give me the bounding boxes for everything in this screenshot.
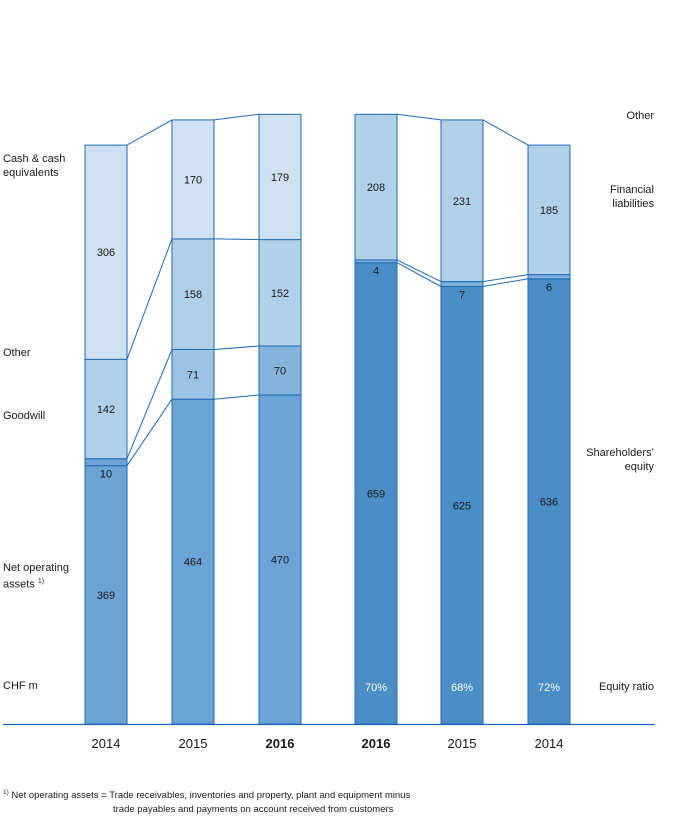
liabilities-bar-2015-seg-2: [440, 119, 484, 283]
liabilities-connector-0-0: [396, 262, 442, 287]
footnote-line2: trade payables and payments on account r…: [113, 804, 394, 816]
liabilities-value-2016-seg-1: 4: [373, 266, 379, 278]
liabilities-value-2014-seg-0: 636: [540, 496, 558, 508]
equity-ratio-2015: 68%: [451, 682, 473, 694]
assets-connector-1-2: [213, 238, 260, 241]
label-noa: Net operating assets 1): [3, 561, 69, 592]
assets-value-2016-seg-1: 70: [274, 366, 286, 378]
liabilities-bar-2015-seg-0: [440, 286, 484, 725]
assets-value-2015-seg-3: 170: [184, 174, 202, 186]
footnote: 1) Net operating assets = Trade receivab…: [3, 786, 410, 817]
assets-bar-2016-seg-1: [258, 345, 302, 396]
liabilities-connector-1-0: [482, 278, 529, 287]
assets-bar-2014-seg-3: [84, 144, 128, 360]
liabilities-year-2016: 2016: [362, 736, 391, 751]
assets-bar-2016-seg-0: [258, 394, 302, 725]
assets-connector-0-3: [126, 119, 173, 146]
footnote-line1: Net operating assets = Trade receivables…: [11, 790, 411, 802]
assets-bar-2014-seg-2: [84, 358, 128, 460]
assets-bar-2016-seg-2: [258, 239, 302, 347]
assets-bar-2014-seg-0: [84, 465, 128, 725]
liabilities-bar-2016-seg-2: [354, 113, 398, 261]
liabilities-value-2014-seg-1: 6: [546, 282, 552, 294]
label-goodwill: Goodwill: [3, 410, 46, 422]
liabilities-value-2014-seg-2: 185: [540, 205, 558, 217]
liabilities-value-2015-seg-2: 231: [453, 196, 471, 208]
assets-value-2014-seg-1: 10: [100, 469, 112, 481]
assets-bar-2015-seg-0: [171, 398, 215, 725]
liabilities-year-2014: 2014: [535, 736, 564, 751]
label-other-liab: Other: [626, 110, 654, 122]
assets-bar-2015-seg-1: [171, 349, 215, 400]
label-financial-liabilities: Financial liabilities: [609, 184, 654, 210]
liabilities-bar-2016-seg-0: [354, 262, 398, 725]
assets-value-2015-seg-2: 158: [184, 289, 202, 301]
liabilities-bar-2014-seg-0: [527, 278, 571, 725]
assets-value-2016-seg-0: 470: [271, 555, 289, 567]
assets-bar-2015-seg-3: [171, 119, 215, 240]
label-equity-ratio: Equity ratio: [598, 681, 654, 693]
assets-value-2015-seg-1: 71: [187, 369, 199, 381]
assets-connector-0-2: [126, 238, 173, 360]
liabilities-year-2015: 2015: [448, 736, 477, 751]
liabilities-connector-1-2: [482, 119, 529, 146]
assets-value-2016-seg-3: 179: [271, 172, 289, 184]
liabilities-connector-0-1: [396, 259, 442, 283]
assets-bar-2014-seg-1: [84, 458, 128, 467]
assets-year-2015: 2015: [179, 736, 208, 751]
footnote-sup: 1): [3, 789, 9, 796]
liabilities-value-2015-seg-1: 7: [459, 290, 465, 302]
unit-label: CHF m: [3, 680, 38, 692]
assets-value-2014-seg-3: 306: [97, 247, 115, 259]
assets-value-2014-seg-2: 142: [97, 404, 115, 416]
assets-bar-2016-seg-3: [258, 113, 302, 241]
liabilities-bar-2014-seg-2: [527, 144, 571, 276]
label-noa-text: Net operating assets: [3, 562, 70, 591]
assets-value-2015-seg-0: 464: [184, 557, 202, 569]
assets-connector-0-1: [126, 349, 173, 459]
liabilities-connector-1-1: [482, 274, 529, 283]
label-other-assets: Other: [3, 347, 31, 359]
liabilities-bar-2015-seg-1: [440, 281, 484, 288]
balance-sheet-chart: 369 10 142 306 2014 464 71 158 170 2015 470 70 152 17…: [3, 113, 655, 751]
assets-connector-0-0: [126, 398, 173, 466]
equity-ratio-2016: 70%: [365, 682, 387, 694]
assets-connector-1-0: [213, 394, 260, 400]
liabilities-value-2016-seg-2: 208: [367, 182, 385, 194]
assets-connector-1-3: [213, 113, 260, 121]
equity-ratio-2014: 72%: [538, 682, 560, 694]
assets-year-2014: 2014: [92, 736, 121, 751]
liabilities-value-2016-seg-0: 659: [367, 488, 385, 500]
assets-connector-1-1: [213, 345, 260, 350]
assets-bar-2015-seg-2: [171, 238, 215, 350]
liabilities-bar-2014-seg-1: [527, 274, 571, 280]
liabilities-connector-0-2: [396, 113, 442, 121]
assets-year-2016: 2016: [266, 736, 295, 751]
label-shareholders-equity: Shareholders’ equity: [586, 447, 654, 473]
assets-value-2016-seg-2: 152: [271, 288, 289, 300]
liabilities-value-2015-seg-0: 625: [453, 500, 471, 512]
label-noa-sup: 1): [37, 578, 45, 585]
assets-value-2014-seg-0: 369: [97, 590, 115, 602]
label-cash: Cash & cash equivalents: [3, 153, 66, 179]
